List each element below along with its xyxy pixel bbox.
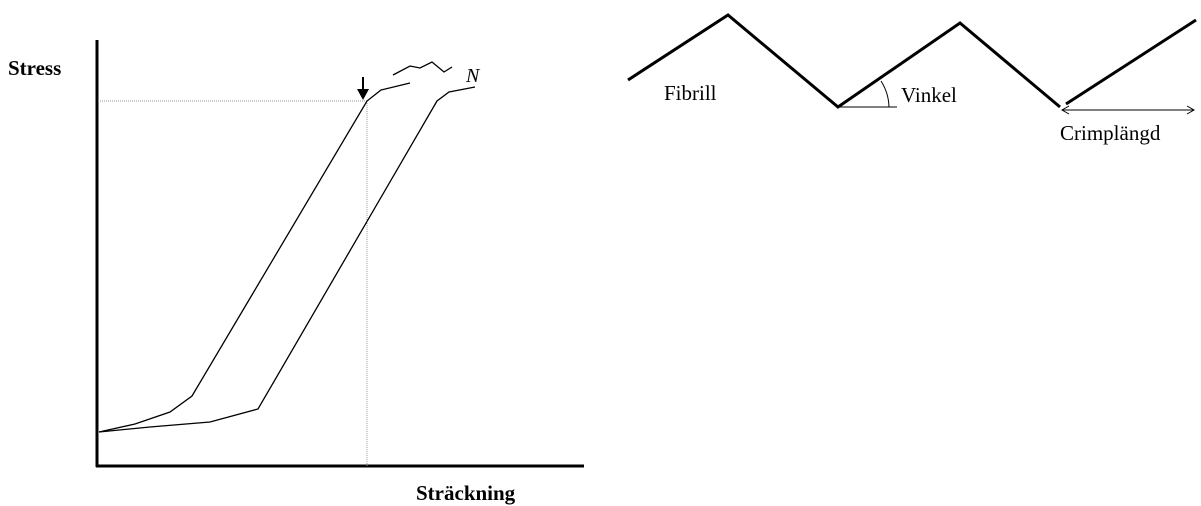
fibril-label: Fibrill [664, 81, 717, 105]
crimp-length-label: Crimplängd [1060, 121, 1161, 145]
curve-marker-label: N [465, 65, 481, 87]
stress-strain-curve-2 [98, 86, 476, 433]
y-axis-label: Stress [8, 56, 61, 80]
down-arrow-icon [357, 77, 369, 100]
stress-strain-diagram: Stress Sträckning N [8, 40, 584, 505]
x-axis-label: Sträckning [416, 481, 516, 505]
crimp-diagram: Fibrill Vinkel Crimplängd [627, 13, 1197, 145]
stress-strain-curve-1 [98, 82, 411, 433]
crimp-length-arrow [1060, 105, 1196, 115]
angle-arc [880, 80, 890, 108]
broken-fibre-tail [392, 61, 453, 76]
fibril-zigzag-line-end [1065, 18, 1197, 106]
angle-label: Vinkel [901, 83, 957, 107]
